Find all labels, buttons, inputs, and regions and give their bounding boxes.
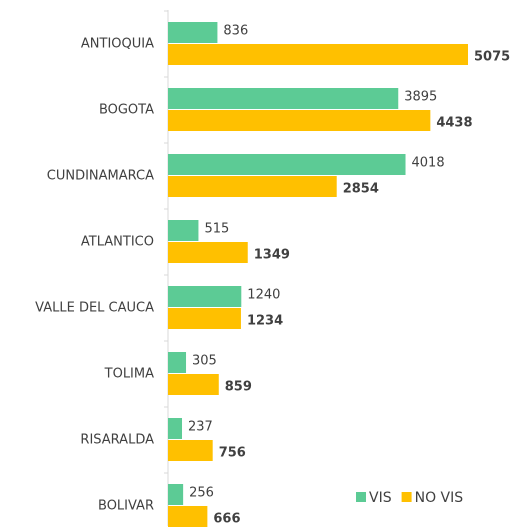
bar — [168, 22, 218, 43]
bar — [168, 484, 184, 505]
bar — [168, 506, 208, 527]
bar — [168, 220, 199, 241]
legend-swatch — [356, 492, 366, 502]
y-tick-label: ANTIOQUIA — [81, 37, 154, 52]
y-tick-label: ATLANTICO — [81, 235, 154, 250]
data-label: 1240 — [247, 288, 280, 303]
bar — [168, 176, 337, 197]
bar — [168, 308, 241, 329]
data-label: 756 — [219, 446, 246, 461]
bar — [168, 286, 242, 307]
legend-label: NO VIS — [415, 490, 464, 506]
data-label: 2854 — [343, 182, 379, 197]
legend-swatch — [401, 492, 412, 502]
data-label: 237 — [188, 420, 213, 435]
bar — [168, 418, 183, 439]
data-label: 1234 — [247, 314, 283, 329]
y-tick-label: RISARALDA — [80, 433, 154, 448]
bar — [168, 440, 213, 461]
data-label: 256 — [189, 486, 214, 501]
data-label: 859 — [225, 380, 252, 395]
y-tick-label: VALLE DEL CAUCA — [35, 301, 154, 316]
bar — [168, 44, 468, 65]
data-label: 666 — [213, 512, 240, 527]
bar — [168, 110, 431, 131]
data-label: 1349 — [254, 248, 290, 263]
y-tick-label: BOGOTA — [99, 103, 154, 118]
bar — [168, 154, 406, 175]
data-label: 305 — [192, 354, 217, 369]
data-label: 4018 — [412, 156, 445, 171]
data-label: 5075 — [474, 50, 510, 65]
y-tick-label: CUNDINAMARCA — [47, 169, 154, 184]
data-label: 4438 — [436, 116, 472, 131]
bar — [168, 374, 219, 395]
data-label: 3895 — [404, 90, 437, 105]
legend-label: VIS — [369, 490, 392, 506]
data-label: 836 — [223, 24, 248, 39]
bar — [168, 352, 187, 373]
bar — [168, 88, 399, 109]
data-label: 515 — [204, 222, 229, 237]
y-tick-label: TOLIMA — [104, 367, 154, 382]
bar — [168, 242, 248, 263]
y-tick-label: BOLIVAR — [98, 499, 154, 514]
